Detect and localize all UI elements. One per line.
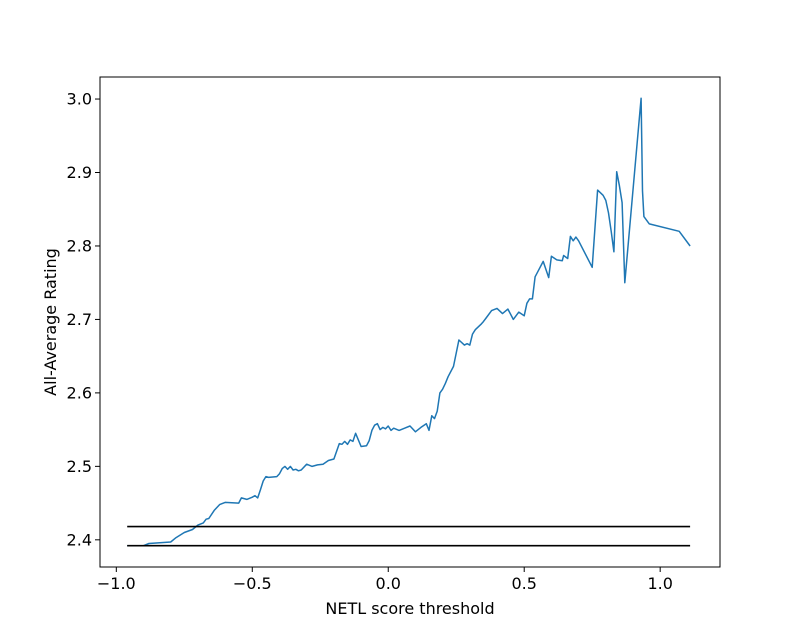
y-tick-label: 2.4 bbox=[67, 530, 92, 549]
y-tick-label: 2.7 bbox=[67, 310, 92, 329]
plot-area bbox=[100, 77, 720, 567]
y-axis-label: All-Average Rating bbox=[41, 248, 60, 396]
x-tick-label: 0.5 bbox=[511, 574, 536, 593]
x-tick-label: −1.0 bbox=[97, 574, 136, 593]
y-tick-label: 2.9 bbox=[67, 163, 92, 182]
x-axis-label: NETL score threshold bbox=[325, 599, 494, 618]
y-tick-label: 2.8 bbox=[67, 236, 92, 255]
plot-frame bbox=[99, 76, 721, 568]
x-tick-label: −0.5 bbox=[233, 574, 272, 593]
y-tick-label: 3.0 bbox=[67, 90, 92, 109]
y-tick-label: 2.6 bbox=[67, 383, 92, 402]
x-tick-label: 1.0 bbox=[647, 574, 672, 593]
y-tick-label: 2.5 bbox=[67, 457, 92, 476]
series-line bbox=[127, 97, 691, 547]
x-tick-label: 0.0 bbox=[376, 574, 401, 593]
